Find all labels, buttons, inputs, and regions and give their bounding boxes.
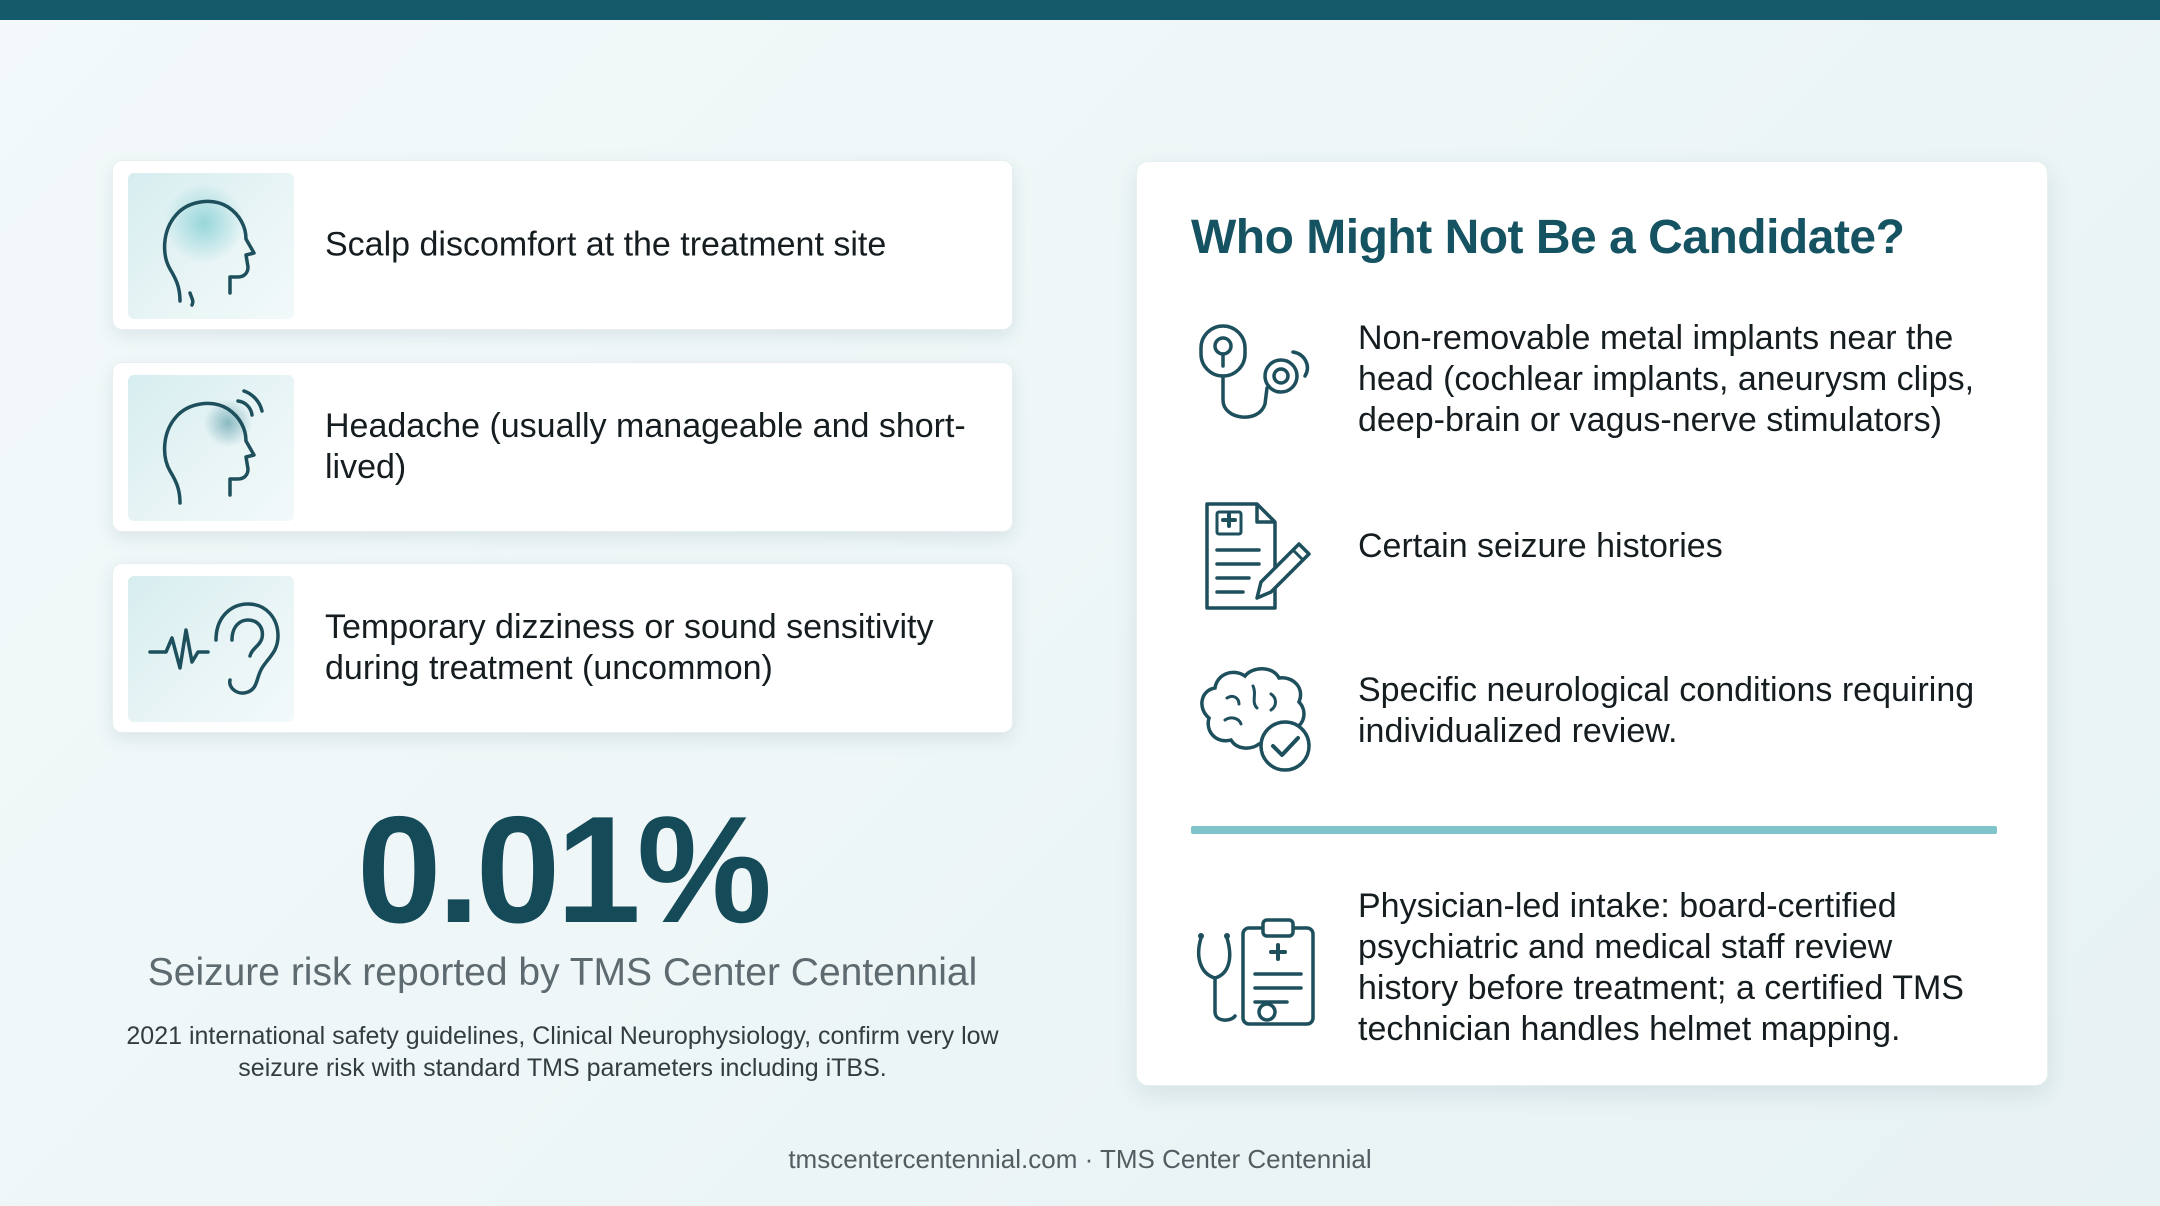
brain-check-icon xyxy=(1187,654,1327,784)
section-divider xyxy=(1191,826,1997,834)
candidate-item-implants: Non-removable metal implants near the he… xyxy=(1358,319,1975,439)
seizure-risk-value: 0.01% xyxy=(357,785,772,955)
head-glow-icon xyxy=(128,173,294,319)
panel-title: Who Might Not Be a Candidate? xyxy=(1191,211,1905,264)
side-effect-label: Temporary dizziness or sound sensitivity… xyxy=(325,608,934,687)
medical-form-icon xyxy=(1187,494,1327,624)
top-accent-bar xyxy=(0,0,2160,20)
candidate-item-neurological: Specific neurological conditions requiri… xyxy=(1358,671,1975,750)
head-signal-icon xyxy=(128,375,294,521)
side-effect-label: Headache (usually manageable and short-l… xyxy=(325,407,966,486)
clipboard-stethoscope-icon xyxy=(1187,908,1327,1038)
physician-intake-text: Physician-led intake: board-certified ps… xyxy=(1358,887,1964,1048)
candidate-panel: Who Might Not Be a Candidate? Non-remova… xyxy=(1136,161,2048,1086)
side-effect-card-dizziness: Temporary dizziness or sound sensitivity… xyxy=(112,563,1013,733)
implant-stethoscope-icon xyxy=(1187,312,1327,442)
safety-guidelines-note: 2021 international safety guidelines, Cl… xyxy=(126,1022,999,1082)
side-effect-card-headache: Headache (usually manageable and short-l… xyxy=(112,362,1013,532)
footer-source: tmscentercentennial.com · TMS Center Cen… xyxy=(788,1144,1372,1174)
seizure-risk-caption: Seizure risk reported by TMS Center Cent… xyxy=(147,951,978,994)
candidate-item-seizure: Certain seizure histories xyxy=(1358,527,1723,565)
side-effect-label: Scalp discomfort at the treatment site xyxy=(325,225,887,264)
side-effect-card-scalp: Scalp discomfort at the treatment site xyxy=(112,160,1013,330)
ear-waveform-icon xyxy=(128,576,294,722)
